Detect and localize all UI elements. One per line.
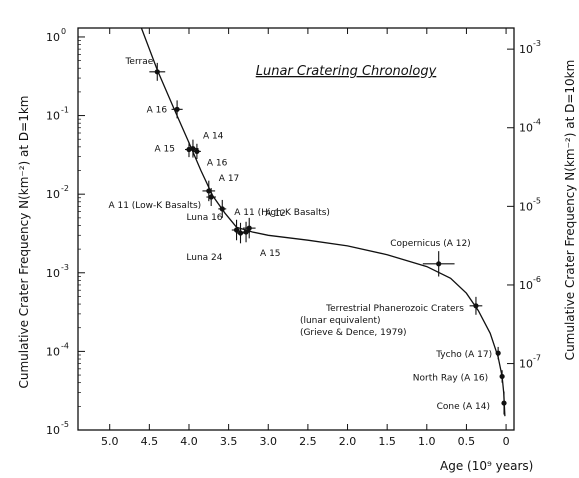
point-label: Cone (A 14): [437, 402, 490, 412]
data-point: [171, 100, 183, 119]
x-axis-ticks: 5.0 4.5 4.0 3.5 3.0 2.5 2.0 1.5 1.0 0.5 0: [101, 28, 510, 448]
data-point-marker: [499, 373, 505, 380]
data-point: [495, 346, 501, 360]
data-point: [242, 221, 251, 243]
data-point-marker: [194, 148, 200, 155]
x-axis-title: Age (10⁹ years): [440, 459, 533, 473]
point-label: A 14: [203, 132, 224, 142]
data-point-marker: [436, 261, 442, 267]
data-point: [499, 370, 505, 383]
data-point-marker: [174, 106, 180, 112]
data-point: [192, 143, 201, 160]
point-label: North Ray (A 16): [413, 373, 488, 383]
y-left-tick-exponent: -2: [61, 184, 69, 193]
y-right-tick-label: 10: [519, 279, 533, 292]
y-right-tick-label: 10: [519, 122, 533, 135]
point-label: Terrae: [124, 57, 153, 67]
data-point-marker: [237, 230, 244, 236]
x-tick-label: 1.0: [418, 435, 436, 448]
data-point-marker: [501, 400, 507, 406]
point-label: A 17: [219, 174, 239, 184]
data-point: [231, 219, 242, 241]
y-left-tick-label: 10: [46, 345, 60, 358]
y-left-tick-exponent: -1: [61, 106, 69, 115]
y-right-tick-label: 10: [519, 43, 533, 56]
x-tick-label: 2.0: [339, 435, 357, 448]
data-point: [469, 296, 483, 315]
point-label: A 12: [265, 209, 285, 219]
data-point: [501, 391, 507, 415]
y-left-tick-label: 10: [46, 110, 60, 123]
point-label: A 11 (High-K Basalts): [234, 208, 330, 218]
x-tick-label: 4.5: [141, 435, 159, 448]
data-point-marker: [233, 227, 240, 233]
x-tick-label: 2.5: [299, 435, 317, 448]
y-right-tick-exponent: -4: [533, 118, 541, 127]
y-left-tick-exponent: -4: [61, 341, 69, 350]
annotation-note: (lunar equivalent): [300, 316, 381, 326]
data-point-marker: [206, 188, 212, 194]
data-point-marker: [243, 229, 249, 235]
data-point: [242, 217, 256, 239]
data-point-marker: [495, 350, 501, 356]
point-label: Copernicus (A 12): [390, 239, 470, 249]
data-point-marker: [473, 303, 479, 309]
y-right-tick-exponent: -6: [533, 275, 541, 284]
y-left-tick-label: 10: [46, 31, 60, 44]
x-tick-label: 3.5: [220, 435, 238, 448]
data-point-marker: [208, 194, 214, 200]
y-left-tick-label: 10: [46, 188, 60, 201]
data-point-marker: [154, 69, 160, 75]
y-left-tick-exponent: -3: [61, 263, 69, 272]
y-right-tick-exponent: -3: [533, 39, 541, 48]
point-labels-layer: Terrae A 16 A 14 A 15 A 16 A 17 A 11 (Low-K Ba…: [108, 57, 492, 412]
point-label: A 15: [260, 249, 280, 259]
y-right-tick-label: 10: [519, 358, 533, 371]
point-label: A 16: [147, 105, 168, 115]
chronology-curve-layer: [140, 27, 506, 417]
data-point-marker: [219, 206, 225, 212]
data-point-marker: [186, 146, 192, 153]
data-point: [149, 62, 166, 81]
data-point: [202, 180, 216, 202]
point-label: Terrestrial Phanerozoic Craters: [325, 304, 464, 314]
y-left-tick-label: 10: [46, 424, 60, 437]
x-tick-label: 5.0: [101, 435, 119, 448]
point-label: Luna 24: [186, 253, 222, 263]
plot-frame: [77, 27, 515, 431]
point-label: A 16: [207, 158, 228, 168]
y-right-tick-exponent: -5: [533, 196, 541, 205]
x-tick-label: 3.0: [260, 435, 278, 448]
y-left-tick-label: 10: [46, 267, 60, 280]
data-point: [422, 251, 455, 277]
y-right-axis-title: Cumulative Crater Frequency N(km⁻²) at D…: [563, 60, 577, 361]
y-right-tick-label: 10: [519, 200, 533, 213]
data-point: [218, 199, 227, 218]
data-point: [206, 188, 216, 206]
x-tick-label: 4.0: [180, 435, 198, 448]
y-right-axis-ticks: 10-310-410-510-610-7: [507, 39, 541, 371]
data-point-marker: [246, 225, 252, 231]
x-tick-label: 1.5: [378, 435, 396, 448]
x-tick-label: 0: [503, 435, 510, 448]
plot-border: [77, 27, 515, 431]
y-right-tick-exponent: -7: [533, 354, 541, 363]
chronology-curve: [140, 27, 506, 417]
point-label: A 15: [154, 145, 174, 155]
y-left-tick-exponent: -5: [61, 420, 69, 429]
y-left-axis-title: Cumulative Crater Frequency N(km⁻²) at D…: [17, 96, 31, 389]
annotation-note: (Grieve & Dence, 1979): [300, 328, 407, 338]
data-point: [236, 222, 245, 244]
data-points-layer: [149, 62, 507, 415]
x-tick-label: 0.5: [458, 435, 476, 448]
point-label: A 11 (Low-K Basalts): [108, 201, 201, 211]
data-point: [185, 141, 193, 158]
point-label: Tycho (A 17): [435, 350, 492, 360]
chart-title: Lunar Cratering Chronology: [256, 64, 437, 79]
y-left-tick-exponent: 0: [61, 27, 66, 36]
point-label: Luna 16: [186, 213, 222, 223]
